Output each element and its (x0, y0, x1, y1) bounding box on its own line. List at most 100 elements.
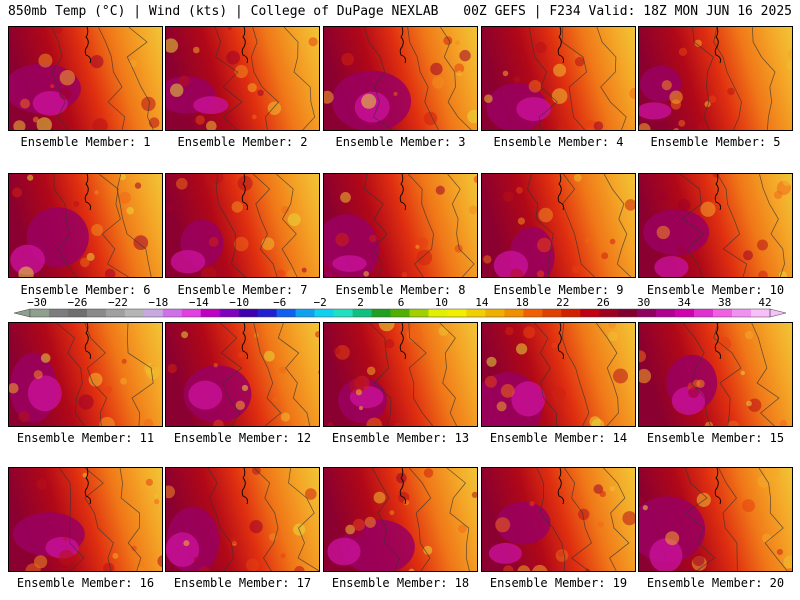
ensemble-member-label: Ensemble Member: 7 (177, 283, 308, 297)
colorbar-swatch (504, 309, 524, 317)
colorbar-tick-label: −14 (188, 296, 209, 309)
temperature-field (639, 468, 792, 571)
colorbar-swatch (219, 309, 240, 317)
colorbar-swatch (105, 309, 126, 317)
ensemble-panel[interactable] (165, 26, 320, 131)
temperature-field (639, 323, 792, 426)
ensemble-panel[interactable] (481, 467, 636, 572)
colorbar-tick-label: 22 (556, 296, 570, 309)
colorbar-swatch (352, 309, 372, 317)
map-title: 850mb Temp (°C) | Wind (kts) | College o… (8, 4, 439, 19)
colorbar-tick-label: 10 (434, 296, 449, 309)
ensemble-member-label: Ensemble Member: 9 (493, 283, 624, 297)
ensemble-member-label: Ensemble Member: 11 (16, 431, 155, 445)
colorbar-swatch (333, 309, 353, 317)
colorbar-swatch (618, 309, 638, 317)
ensemble-panel[interactable] (481, 322, 636, 427)
ensemble-member-label: Ensemble Member: 16 (16, 576, 155, 590)
ensemble-panel[interactable] (165, 467, 320, 572)
colorbar-tick-label: 6 (397, 296, 405, 309)
colorbar-swatch (143, 309, 164, 317)
ensemble-panel[interactable] (323, 322, 478, 427)
ensemble-member-label: Ensemble Member: 1 (20, 135, 151, 149)
colorbar-swatch (713, 309, 733, 317)
colorbar-swatch (656, 309, 676, 317)
colorbar-swatch (276, 309, 296, 317)
ensemble-panel[interactable] (323, 173, 478, 278)
colorbar-swatch (523, 309, 543, 317)
ensemble-panel[interactable] (638, 173, 793, 278)
colorbar-swatch (580, 309, 600, 317)
colorbar-tick-label: −30 (27, 296, 47, 309)
colorbar-swatch (732, 309, 752, 317)
ensemble-panel[interactable] (8, 26, 163, 131)
colorbar-tick-label: −26 (67, 296, 88, 309)
colorbar-swatch (371, 309, 391, 317)
ensemble-panel[interactable] (165, 322, 320, 427)
colorbar-tick-label: −22 (107, 296, 128, 309)
temperature-field (639, 27, 792, 130)
temperature-field (324, 27, 477, 130)
run-info: 00Z GEFS | F234 Valid: 18Z MON JUN 16 20… (463, 4, 792, 19)
temperature-field (482, 27, 635, 130)
ensemble-panel[interactable] (638, 26, 793, 131)
temperature-field (324, 174, 477, 277)
ensemble-member-label: Ensemble Member: 18 (331, 576, 470, 590)
colorbar-tick-label: 38 (717, 296, 732, 309)
ensemble-member-label: Ensemble Member: 3 (335, 135, 466, 149)
ensemble-panel[interactable] (638, 467, 793, 572)
colorbar-tick-label: 34 (677, 296, 691, 309)
temperature-field (9, 27, 162, 130)
ensemble-member-label: Ensemble Member: 14 (489, 431, 628, 445)
ensemble-panel[interactable] (165, 173, 320, 278)
temperature-field (166, 468, 319, 571)
colorbar-swatch (694, 309, 714, 317)
temperature-field (639, 174, 792, 277)
ensemble-member-label: Ensemble Member: 2 (177, 135, 308, 149)
colorbar-swatch (162, 309, 183, 317)
ensemble-panel[interactable] (638, 322, 793, 427)
ensemble-panel[interactable] (481, 26, 636, 131)
colorbar-swatch (409, 309, 429, 317)
colorbar-tick-label: −6 (273, 296, 287, 309)
ensemble-panel[interactable] (481, 173, 636, 278)
ensemble-panel[interactable] (8, 467, 163, 572)
temperature-field (166, 174, 319, 277)
colorbar-tick-label: 14 (475, 296, 489, 309)
ensemble-member-label: Ensemble Member: 6 (20, 283, 151, 297)
temperature-field (324, 468, 477, 571)
ensemble-member-label: Ensemble Member: 15 (646, 431, 785, 445)
colorbar-swatch (447, 309, 467, 317)
colorbar-swatch (599, 309, 619, 317)
ensemble-panel[interactable] (323, 26, 478, 131)
ensemble-member-label: Ensemble Member: 4 (493, 135, 624, 149)
temperature-field (482, 468, 635, 571)
ensemble-member-label: Ensemble Member: 13 (331, 431, 470, 445)
temperature-colorbar (13, 308, 787, 318)
colorbar-tick-label: 18 (515, 296, 529, 309)
colorbar-swatch (485, 309, 505, 317)
temperature-field (9, 174, 162, 277)
temperature-field (9, 468, 162, 571)
colorbar-swatch (200, 309, 221, 317)
ensemble-member-label: Ensemble Member: 10 (646, 283, 785, 297)
colorbar-arrow-high (769, 308, 787, 318)
colorbar-arrow-low (13, 308, 31, 318)
colorbar-swatch (466, 309, 486, 317)
colorbar-swatch (314, 309, 334, 317)
temperature-field (482, 174, 635, 277)
colorbar-swatch (124, 309, 145, 317)
ensemble-member-label: Ensemble Member: 19 (489, 576, 628, 590)
colorbar-tick-label: −18 (148, 296, 169, 309)
colorbar-swatch (67, 309, 88, 317)
colorbar-swatch (390, 309, 410, 317)
ensemble-member-label: Ensemble Member: 12 (173, 431, 312, 445)
ensemble-panel[interactable] (8, 173, 163, 278)
colorbar-tick-label: −10 (229, 296, 250, 309)
temperature-field (166, 323, 319, 426)
colorbar-swatch (561, 309, 581, 317)
ensemble-member-label: Ensemble Member: 20 (646, 576, 785, 590)
ensemble-panel[interactable] (8, 322, 163, 427)
colorbar-tick-label: −2 (313, 296, 327, 309)
ensemble-panel[interactable] (323, 467, 478, 572)
